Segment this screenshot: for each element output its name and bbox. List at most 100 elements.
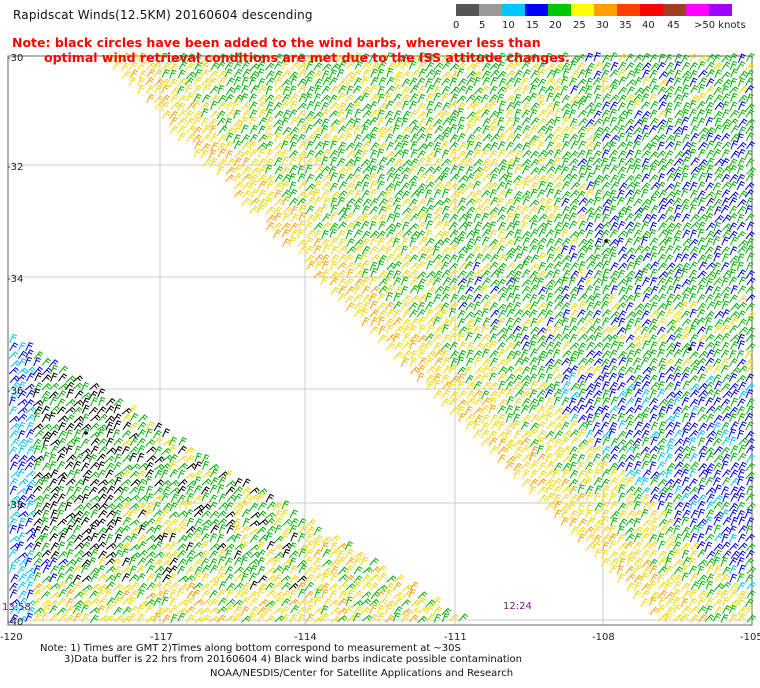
wind-barb [472,180,482,190]
wind-barb [17,581,27,590]
wind-barb [458,301,468,310]
wind-barb [553,373,563,382]
wind-barb [585,141,595,150]
wind-barb [217,53,227,62]
wind-barb [257,180,267,190]
wind-barb [266,589,276,598]
wind-barb [449,109,459,119]
wind-barb [577,492,586,502]
wind-barb [609,229,619,238]
wind-barb [594,213,602,223]
wind-barb [498,317,506,327]
wind-barb [113,606,123,616]
wind-barb [224,117,233,128]
wind-barb [680,391,691,400]
wind-barb [393,606,403,615]
wind-barb [274,85,284,94]
wind-barb [713,198,723,207]
wind-barb [456,95,467,104]
wind-barb [617,502,627,512]
wind-barb [730,316,739,326]
wind-barb [56,485,65,495]
wind-barb [593,51,601,62]
wind-barb [225,501,234,511]
wind-barb [513,366,524,375]
wind-barb [449,613,459,622]
wind-barb [337,221,347,230]
wind-barb [593,381,602,392]
wind-barb [602,54,611,64]
wind-barb [346,268,354,278]
wind-barb [122,510,132,519]
wind-barb [609,564,618,574]
wind-barb [24,542,35,550]
wind-barb [624,439,635,448]
wind-barb [577,444,585,454]
wind-barb [178,534,188,543]
wind-barb [513,439,524,448]
wind-barb [632,189,642,198]
wind-barb [736,501,746,511]
wind-barb [648,349,658,359]
wind-barb [512,270,522,279]
wind-barb [601,364,610,375]
wind-barb [201,143,211,152]
wind-barb [449,213,459,223]
wind-barb [194,61,203,71]
wind-barb [266,149,274,159]
wind-barb [218,524,227,534]
wind-barb [737,53,746,63]
wind-barb [290,53,300,63]
wind-barb [426,604,435,614]
wind-barb [369,557,379,566]
wind-barb [480,85,490,94]
wind-barb [625,469,635,478]
wind-barb [720,246,731,255]
wind-barb [162,581,172,590]
wind-barb [368,173,377,183]
wind-barb [266,548,275,558]
wind-barb [625,476,634,487]
wind-barb [145,485,154,496]
wind-barb [449,350,459,359]
wind-barb [520,356,530,366]
wind-barb [730,125,740,134]
wind-barb [473,301,482,311]
wind-barb [136,470,146,480]
wind-barb [505,333,516,342]
wind-barb [113,420,122,430]
wind-barb [513,125,523,134]
wind-barb [729,109,740,118]
wind-barb [624,141,634,151]
wind-barb [265,70,275,79]
colorbar-label: 40 [642,20,655,31]
wind-barb [617,573,625,583]
wind-barb [585,188,594,198]
wind-barb [337,262,347,270]
wind-barb [225,604,234,614]
wind-barb [729,246,738,256]
wind-barb [674,501,684,510]
wind-barb [162,508,170,518]
wind-barb [192,541,203,550]
wind-barb [697,221,706,231]
wind-barb [433,389,443,399]
wind-barb [128,556,137,566]
wind-barb [666,167,676,176]
wind-barb [593,477,603,486]
wind-barb [730,150,740,159]
wind-barb [561,302,571,311]
wind-barb [241,173,252,182]
wind-barb [690,125,699,135]
wind-barb [554,430,564,439]
wind-barb [105,478,116,486]
wind-barb [658,357,667,367]
wind-barb [569,510,579,520]
wind-barb [506,247,516,256]
wind-barb [192,589,201,599]
wind-barb [706,501,715,510]
wind-barb [297,229,305,239]
wind-barb [482,173,493,182]
wind-barb [65,398,76,407]
wind-barb [26,429,35,438]
